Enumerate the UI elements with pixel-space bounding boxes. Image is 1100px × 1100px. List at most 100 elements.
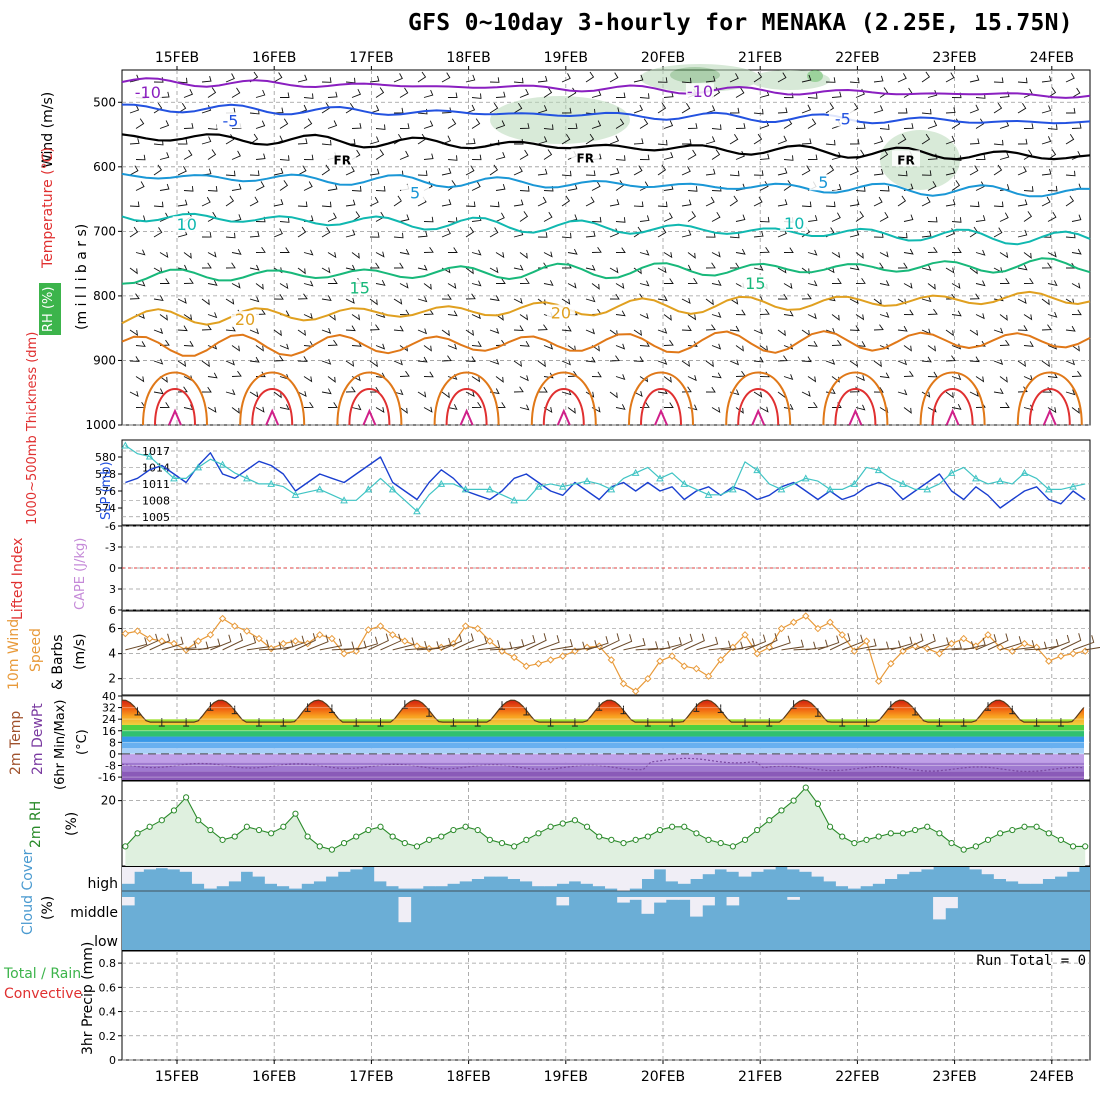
wind-speed-marker: [753, 649, 761, 658]
wind-barb: [369, 168, 380, 176]
wind-barb: [753, 108, 764, 115]
wind-barb: [711, 124, 722, 130]
rh-marker: [1069, 843, 1077, 850]
wind-barb: [927, 371, 938, 378]
wind-barb: [543, 343, 554, 350]
contour-label: 20: [551, 304, 571, 323]
wind-barb: [447, 217, 458, 223]
wind-speed-marker: [644, 674, 652, 683]
wind-barb: [999, 212, 1009, 222]
wind-barb: [873, 360, 882, 368]
wind-barb: [231, 248, 242, 255]
wind-barb: [705, 168, 716, 176]
wind-barb: [447, 343, 458, 350]
cloud-clear-high: [471, 867, 485, 879]
wind-barb: [825, 358, 836, 365]
wind-barb: [729, 232, 740, 239]
wind-barb: [1047, 211, 1057, 222]
wind-barb: [831, 314, 840, 321]
wind-barb: [201, 75, 212, 83]
wind-barb: [537, 298, 546, 306]
wind-barb: [279, 217, 290, 223]
surface-wind-barb: [222, 633, 243, 651]
wind-barb: [969, 390, 979, 397]
wind-barb: [777, 293, 788, 300]
wind-barb: [687, 149, 697, 160]
rh-marker: [1021, 823, 1028, 830]
rh-legend-box: [39, 283, 61, 335]
contour-label: 5: [818, 173, 828, 192]
wind-barb: [921, 296, 932, 303]
wind-barb: [255, 89, 266, 98]
wind-barb: [609, 391, 618, 399]
warm-lobe-30: [931, 388, 974, 426]
wind-barb: [207, 149, 217, 160]
date-tick-top: 20FEB: [641, 50, 685, 66]
date-tick-bottom: 24FEB: [1030, 1069, 1074, 1085]
wind-barb: [471, 376, 481, 383]
wind-barb: [393, 107, 404, 114]
rh-marker: [280, 823, 287, 830]
wind-barb: [975, 376, 985, 383]
cloud-clear-middle: [641, 897, 655, 914]
dewpoint-series: [121, 757, 1085, 773]
wind-speed-marker: [838, 631, 846, 639]
slp-marker: [364, 485, 373, 493]
rh-shading: [490, 64, 960, 190]
wind-barb: [1041, 298, 1050, 306]
wind-barb: [681, 199, 692, 207]
rh-marker: [353, 833, 360, 840]
rh-marker: [729, 843, 736, 850]
cloud-cover-axis-label: Cloud Cover: [20, 849, 36, 935]
surface-wind-barb: [416, 641, 440, 651]
contour-label: FR: [577, 151, 594, 165]
cloud-clear-high: [337, 867, 351, 872]
wind-barb: [1071, 248, 1082, 255]
wind-barb: [441, 167, 452, 176]
wind-barb: [129, 391, 139, 398]
wind-barb: [873, 105, 884, 114]
surface-wind-barb: [198, 638, 221, 651]
slp-marker: [972, 474, 980, 482]
wind-barb: [471, 154, 482, 161]
wind-barb: [273, 228, 283, 238]
wind-barb: [711, 149, 721, 160]
wind-barb: [489, 358, 500, 365]
surface-wind-barb: [684, 633, 705, 651]
wind-barb: [1066, 107, 1076, 114]
wind-barb: [711, 280, 722, 286]
wind-barb: [303, 280, 314, 287]
wind-barb: [615, 404, 626, 410]
wind-barb: [423, 246, 434, 253]
rh-marker: [134, 830, 141, 837]
wind-barb: [495, 152, 506, 160]
wind-barb: [759, 181, 769, 191]
wind-speed-marker: [206, 631, 215, 639]
wind-barb: [729, 107, 740, 114]
slp-marker: [243, 474, 251, 482]
wind-barb: [153, 358, 164, 365]
wind-barb: [207, 87, 217, 98]
wind-barb: [664, 278, 674, 284]
wind-barb: [999, 278, 1010, 284]
rh-marker: [571, 817, 579, 824]
wind-barb: [663, 212, 673, 222]
wind-barb: [591, 371, 602, 378]
isotherm-FR: [121, 133, 1091, 161]
wind-barb: [825, 164, 835, 176]
warm-lobe-28: [919, 371, 986, 426]
wind-barb: [879, 149, 889, 160]
wind-barb: [993, 388, 1004, 394]
wind-barb: [657, 139, 668, 146]
wind-barb: [423, 345, 432, 352]
wind-speed-marker: [1045, 657, 1053, 665]
date-tick-top: 21FEB: [738, 50, 782, 66]
wind-barb: [825, 77, 836, 83]
contour-label-bg: [809, 174, 838, 191]
wind-barb: [519, 314, 529, 321]
surface-wind-barb: [756, 633, 778, 651]
wind-barb: [663, 152, 674, 160]
wind-speed-marker: [243, 627, 251, 635]
wind-barb: [801, 390, 811, 397]
wind10m-barbs-label: & Barbs: [50, 635, 66, 691]
